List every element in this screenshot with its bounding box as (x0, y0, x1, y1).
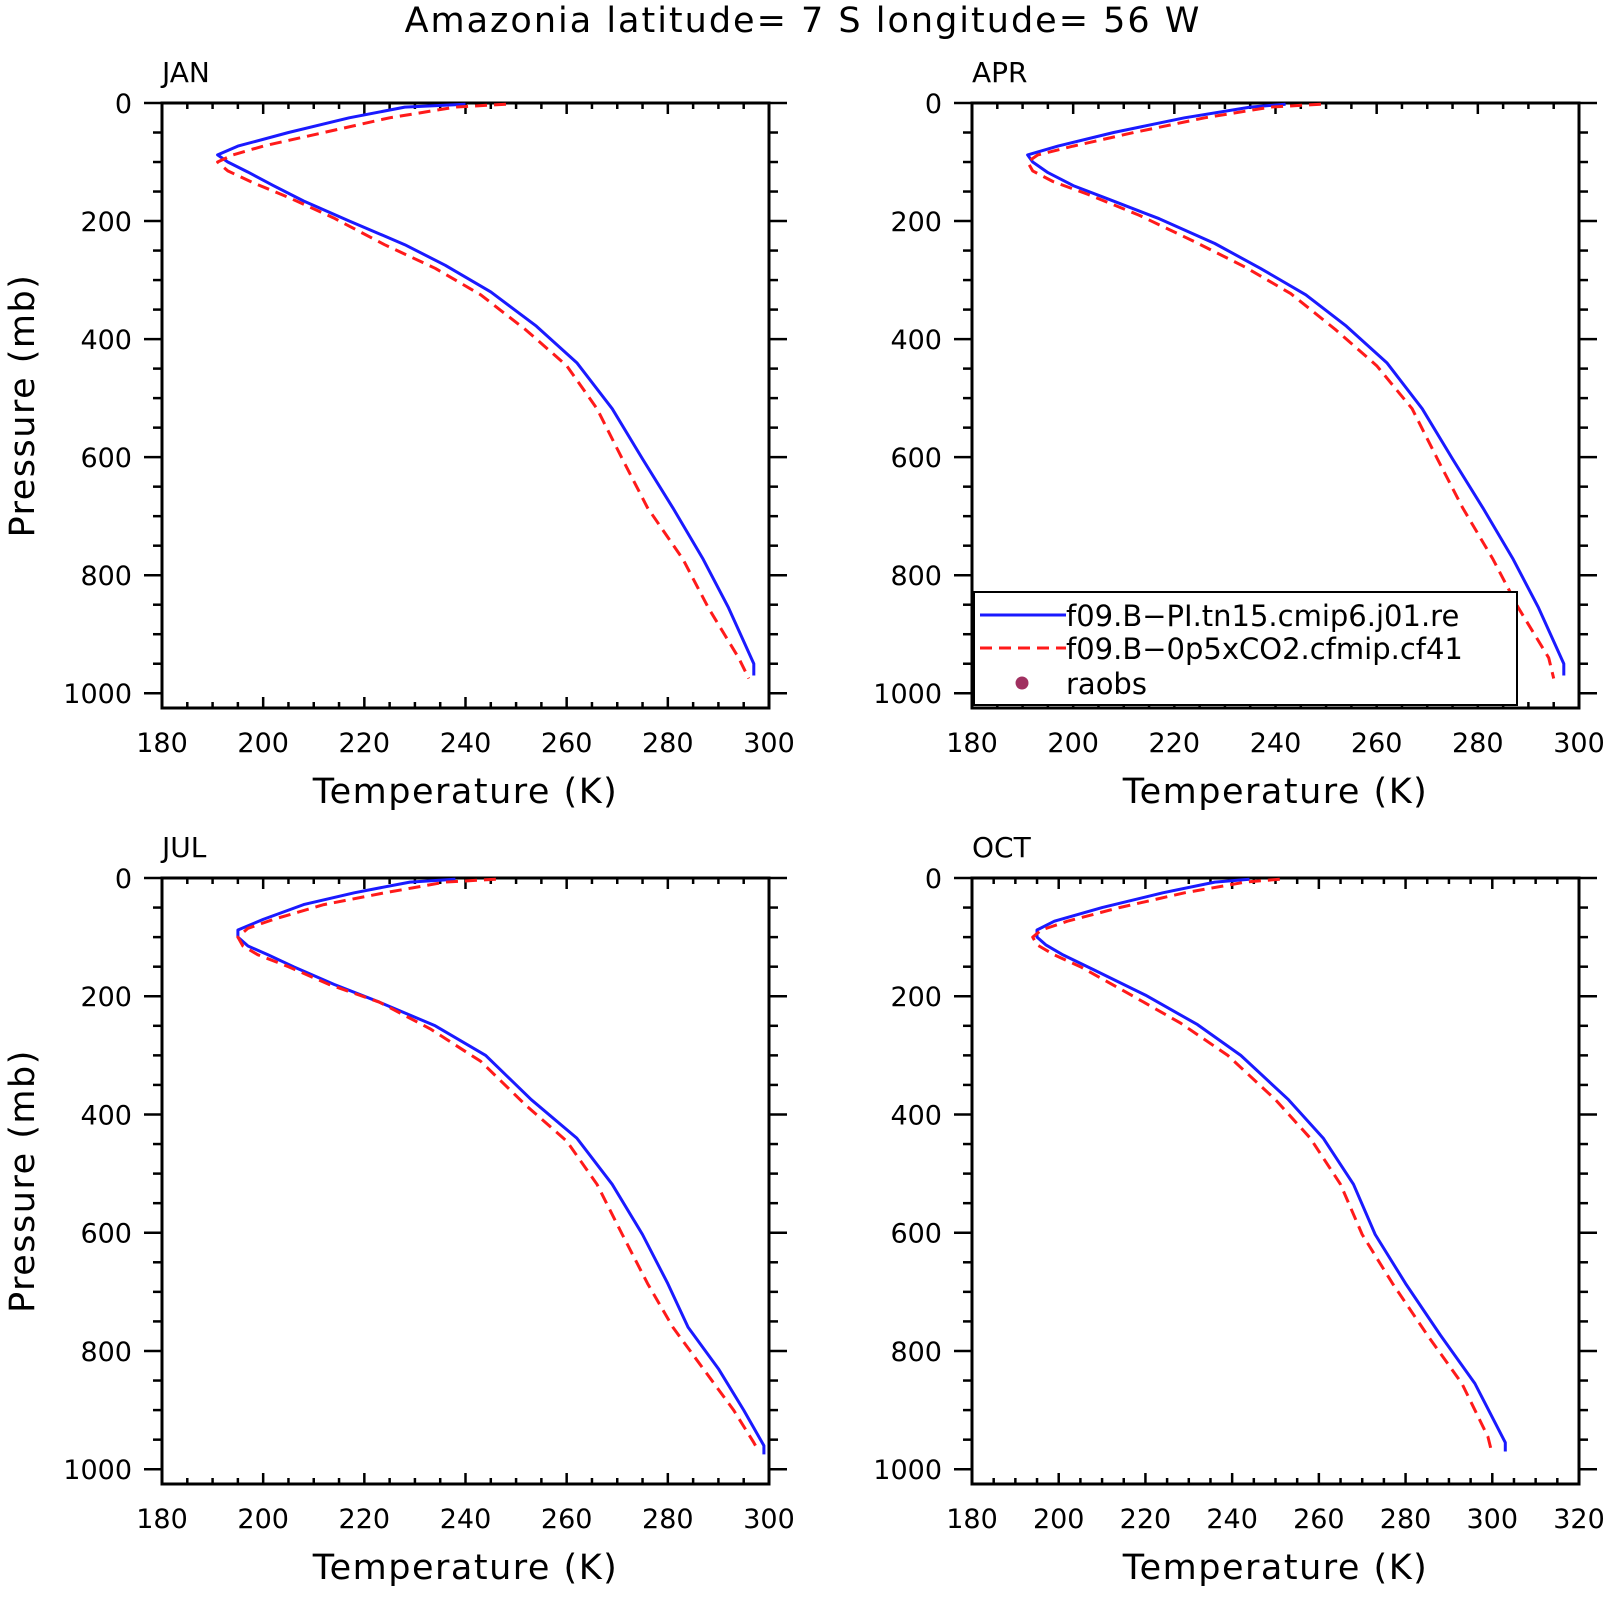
x-tick-label: 300 (1467, 1504, 1519, 1535)
x-tick-label: 200 (237, 728, 289, 759)
y-tick-label: 400 (80, 1100, 132, 1131)
panel-jul: JUL Temperature (K) Pressure (mb) 180 200… (3, 831, 795, 1588)
x-tick-label: 240 (1250, 728, 1302, 759)
y-tick-label: 600 (80, 443, 132, 474)
y-tick-label: 800 (890, 1337, 942, 1368)
x-tick-label: 240 (440, 1504, 492, 1535)
series-line-solid (1026, 102, 1566, 676)
plot-frame (160, 876, 771, 1486)
x-tick-label: 180 (946, 728, 998, 759)
y-tick-label: 1000 (873, 1455, 942, 1486)
x-tick-label: 300 (1553, 728, 1605, 759)
x-tick-label: 240 (1206, 1504, 1258, 1535)
y-tick-label: 200 (80, 982, 132, 1013)
x-tick-label: 200 (237, 1504, 289, 1535)
x-tick-label: 320 (1553, 1504, 1605, 1535)
x-tick-label: 180 (136, 728, 188, 759)
panel-title: OCT (972, 831, 1032, 864)
x-tick-label: 260 (1293, 1504, 1345, 1535)
y-axis-label: Pressure (mb) (3, 274, 43, 538)
series-line-dashed (1031, 877, 1494, 1455)
y-axis-label: Pressure (mb) (3, 1049, 43, 1313)
x-tick-label: 220 (339, 728, 391, 759)
panel-oct: OCT Temperature (K) 180 200 220 240 260 280 30… (873, 831, 1604, 1588)
y-tick-label: 1000 (63, 679, 132, 710)
panel-title: APR (972, 56, 1028, 89)
series-line-dashed (236, 877, 761, 1453)
legend-label: f09.B−0p5xCO2.cfmip.cf41 (1066, 632, 1463, 666)
y-tick-label: 800 (890, 561, 942, 592)
x-tick-label: 220 (1120, 1504, 1172, 1535)
x-tick-label: 300 (743, 728, 795, 759)
y-tick-label: 800 (80, 561, 132, 592)
series-line-dashed (216, 102, 751, 680)
x-axis-label: Temperature (K) (1122, 772, 1429, 812)
y-tick-label: 600 (80, 1219, 132, 1250)
y-tick-label: 1000 (873, 679, 942, 710)
x-tick-label: 180 (136, 1504, 188, 1535)
legend-label: raobs (1066, 667, 1147, 701)
y-tick-label: 400 (890, 325, 942, 356)
x-tick-label: 200 (1047, 728, 1099, 759)
panel-title: JUL (160, 831, 207, 864)
legend: f09.B−PI.tn15.cmip6.j01.re f09.B−0p5xCO2… (973, 591, 1518, 706)
series-line-dashed (1026, 102, 1556, 679)
x-axis-label: Temperature (K) (1122, 1548, 1429, 1588)
plot-frame (970, 876, 1581, 1486)
y-tick-label: 600 (890, 443, 942, 474)
x-tick-label: 300 (743, 1504, 795, 1535)
x-tick-label: 240 (440, 728, 492, 759)
x-tick-label: 260 (541, 1504, 593, 1535)
x-tick-label: 280 (642, 728, 694, 759)
legend-label: f09.B−PI.tn15.cmip6.j01.re (1066, 599, 1459, 633)
y-tick-label: 200 (890, 982, 942, 1013)
y-tick-label: 600 (890, 1219, 942, 1250)
x-tick-label: 280 (1452, 728, 1504, 759)
x-tick-label: 260 (541, 728, 593, 759)
y-tick-label: 0 (115, 864, 132, 895)
x-tick-label: 180 (946, 1504, 998, 1535)
x-tick-label: 280 (1380, 1504, 1432, 1535)
y-tick-label: 200 (80, 207, 132, 238)
series-line-solid (216, 102, 756, 676)
figure-title: Amazonia latitude= 7 S longitude= 56 W (405, 1, 1202, 41)
x-axis-label: Temperature (K) (312, 772, 619, 812)
x-tick-label: 280 (642, 1504, 694, 1535)
y-tick-label: 0 (925, 864, 942, 895)
legend-swatch-dot (1015, 676, 1029, 690)
panel-title: JAN (160, 56, 210, 89)
x-tick-label: 260 (1351, 728, 1403, 759)
series-line-solid (1035, 877, 1507, 1452)
y-tick-label: 200 (890, 207, 942, 238)
x-tick-label: 200 (1033, 1504, 1085, 1535)
series-line-solid (236, 877, 766, 1455)
x-tick-label: 220 (1149, 728, 1201, 759)
x-axis-label: Temperature (K) (312, 1548, 619, 1588)
y-tick-label: 0 (925, 89, 942, 120)
y-tick-label: 1000 (63, 1455, 132, 1486)
plot-frame (160, 101, 771, 710)
y-tick-label: 0 (115, 89, 132, 120)
y-tick-label: 400 (890, 1100, 942, 1131)
y-tick-label: 800 (80, 1337, 132, 1368)
y-tick-label: 400 (80, 325, 132, 356)
x-tick-label: 220 (339, 1504, 391, 1535)
panel-jan: JAN Temperature (K) Pressure (mb) 180 200… (3, 56, 795, 812)
